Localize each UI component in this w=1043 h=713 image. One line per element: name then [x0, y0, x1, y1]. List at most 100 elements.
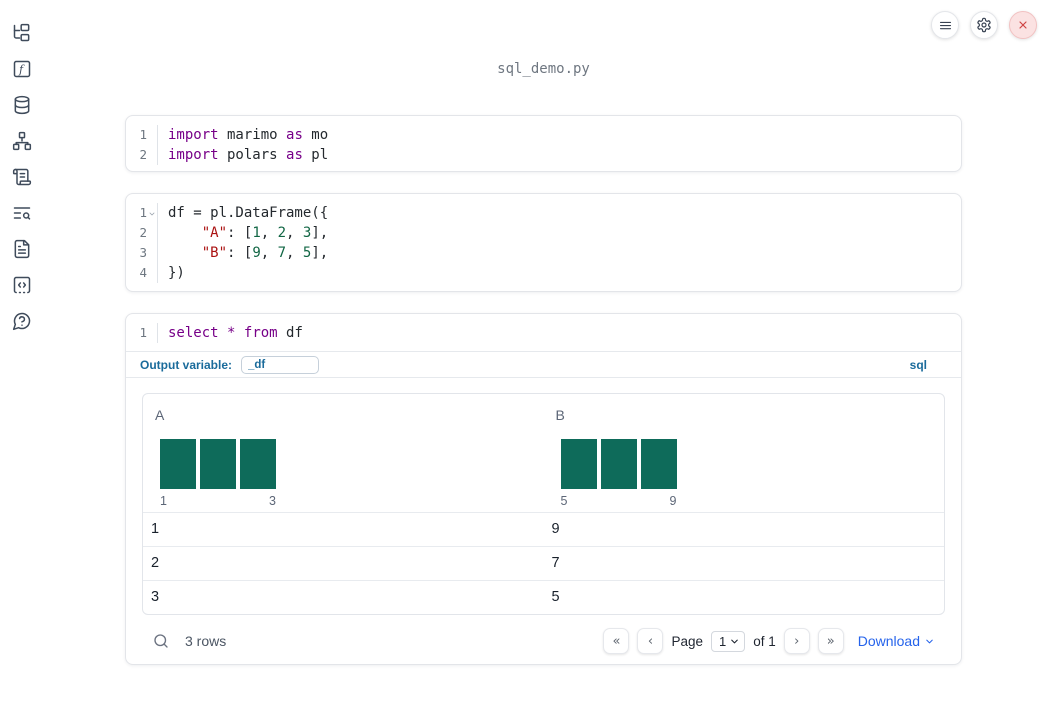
histogram-bar — [560, 439, 597, 489]
output-variable-bar: Output variable: sql — [126, 352, 961, 378]
sidebar-item-file-tree[interactable] — [12, 23, 32, 43]
line-number: 2 — [139, 147, 147, 162]
hamburger-icon — [939, 21, 951, 29]
cell-output: A 1 3 B 5 9 — [126, 378, 961, 659]
tick-label: 5 — [560, 494, 568, 508]
chevron-down-icon — [926, 639, 933, 643]
row-count-label: 3 rows — [185, 633, 227, 649]
sidebar-item-functions[interactable]: f — [12, 59, 32, 79]
first-page-button[interactable]: « — [603, 628, 630, 654]
code-line: select * from df — [168, 325, 303, 341]
sql-editor[interactable]: select * from df — [158, 323, 961, 343]
table-cell: 7 — [551, 555, 560, 571]
page-label: Page — [671, 633, 703, 649]
table-row: 1 9 — [143, 512, 944, 546]
table-cell: 5 — [551, 589, 560, 605]
table-row: 3 5 — [143, 580, 944, 614]
column-a-histogram — [160, 439, 532, 489]
next-page-button[interactable]: › — [783, 628, 810, 654]
database-icon — [14, 95, 30, 115]
column-b-name[interactable]: B — [555, 407, 565, 423]
column-a-name[interactable]: A — [155, 407, 165, 423]
sidebar-item-logs[interactable] — [12, 167, 32, 187]
sql-language-badge[interactable]: sql — [909, 357, 927, 372]
sidebar-item-help[interactable] — [12, 311, 32, 331]
table-cell: 9 — [551, 521, 560, 537]
search-icon — [154, 634, 168, 648]
pagination: « ‹ Page 1 of 1 › » — [603, 628, 844, 654]
table-header: A 1 3 B 5 9 — [143, 394, 944, 512]
line-number: 1 — [139, 325, 147, 340]
table-row: 2 7 — [143, 546, 944, 580]
output-variable-input[interactable] — [241, 355, 320, 374]
line-number-gutter: 1 2 — [126, 125, 158, 165]
code-cell-imports: 1 2 import marimo as mo import polars as… — [125, 115, 962, 172]
code-editor[interactable]: df = pl.DataFrame({ "A": [1, 2, 3], "B":… — [158, 203, 961, 283]
page-select[interactable]: 1 — [710, 630, 746, 652]
code-line: import polars as pl — [168, 147, 329, 163]
sidebar-item-documentation[interactable] — [12, 239, 32, 259]
sql-cell: 1 select * from df Output variable: sql … — [125, 313, 962, 665]
file-tree-icon — [13, 23, 30, 42]
line-number: 3 — [139, 245, 147, 260]
table-search-button[interactable] — [152, 632, 170, 650]
dataframe-table: A 1 3 B 5 9 — [142, 393, 945, 615]
svg-text:f: f — [18, 63, 25, 76]
sidebar-item-dependencies[interactable] — [12, 131, 32, 151]
code-line: import marimo as mo — [168, 127, 329, 143]
line-number: 1 — [126, 203, 155, 223]
sidebar-item-search[interactable] — [12, 203, 32, 223]
menu-button[interactable] — [931, 11, 959, 39]
line-number-gutter: 1 — [126, 323, 158, 343]
histogram-bar — [240, 439, 276, 489]
line-number: 4 — [139, 265, 147, 280]
page-select-value: 1 — [718, 633, 727, 649]
notebook-filename[interactable]: sql_demo.py — [497, 61, 590, 77]
code-line: "A": [1, 2, 3], — [201, 225, 329, 241]
column-a-header: A 1 3 — [143, 394, 544, 512]
code-line: df = pl.DataFrame({ — [168, 205, 329, 221]
fold-chevron-icon[interactable] — [148, 210, 156, 218]
file-text-icon — [14, 239, 30, 259]
code-editor[interactable]: import marimo as mo import polars as pl — [158, 125, 961, 165]
histogram-bar — [160, 439, 196, 489]
settings-button[interactable] — [970, 11, 998, 39]
code-line: }) — [168, 265, 185, 281]
tick-label: 3 — [269, 494, 276, 508]
output-variable-label: Output variable: — [140, 357, 233, 372]
function-square-icon: f — [13, 60, 31, 78]
page-of-label: of 1 — [753, 633, 776, 649]
code-snippets-icon — [13, 276, 31, 294]
prev-page-button[interactable]: ‹ — [637, 628, 664, 654]
chevron-down-icon — [731, 639, 739, 643]
code-cell-dataframe: 1 2 3 4 df = pl.DataFrame({ "A": [1, 2, … — [125, 193, 962, 292]
column-b-header: B 5 9 — [544, 394, 945, 512]
download-label: Download — [857, 633, 920, 649]
table-cell: 3 — [151, 589, 160, 605]
table-cell: 2 — [151, 555, 160, 571]
close-icon — [1019, 21, 1027, 29]
notebook: sql_demo.py 1 2 import marimo as mo impo… — [125, 0, 962, 713]
sidebar-item-snippets[interactable] — [12, 275, 32, 295]
tick-label: 1 — [160, 494, 167, 508]
scroll-text-icon — [12, 168, 32, 186]
line-number: 2 — [139, 225, 147, 240]
line-number: 1 — [139, 127, 147, 142]
table-cell: 1 — [151, 521, 160, 537]
histogram-bar — [200, 439, 236, 489]
download-button[interactable]: Download — [858, 633, 935, 649]
code-line: "B": [9, 7, 5], — [201, 245, 329, 261]
dependency-graph-icon — [12, 131, 32, 151]
sidebar-item-datasources[interactable] — [12, 95, 32, 115]
close-button[interactable] — [1009, 11, 1037, 39]
column-b-histogram — [560, 439, 933, 489]
gear-icon — [977, 17, 991, 33]
sidebar: f — [0, 0, 44, 713]
line-number-gutter: 1 2 3 4 — [126, 203, 158, 283]
topbar-controls — [931, 11, 1037, 39]
last-page-button[interactable]: » — [817, 628, 844, 654]
histogram-bar — [640, 439, 677, 489]
table-footer: 3 rows « ‹ Page 1 of 1 › » Download — [142, 623, 945, 659]
tick-label: 9 — [669, 494, 677, 508]
text-search-icon — [13, 207, 31, 220]
